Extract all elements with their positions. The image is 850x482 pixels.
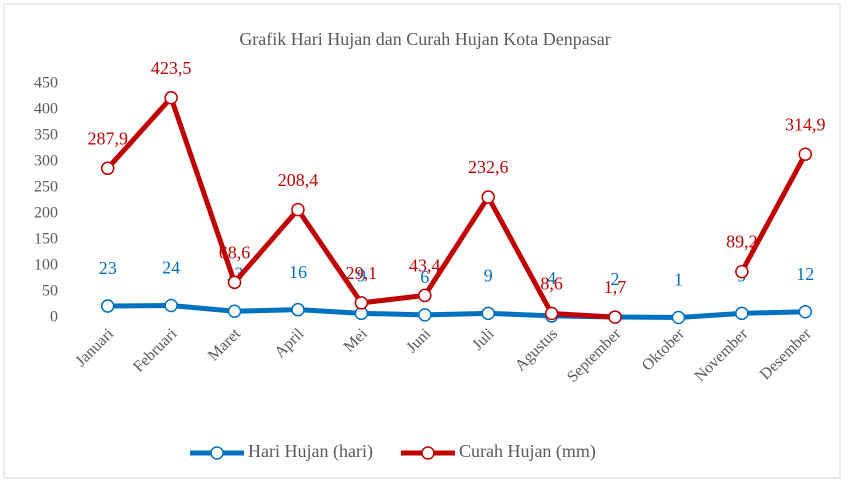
- data-label: 1: [674, 270, 683, 290]
- point-marker: [481, 190, 495, 204]
- point-marker: [798, 305, 813, 319]
- y-tick-label: 150: [34, 231, 58, 248]
- y-tick-label: 350: [34, 127, 58, 144]
- data-label: 287,9: [87, 128, 128, 148]
- y-tick-label: 0: [50, 309, 58, 326]
- y-tick-label: 250: [34, 179, 58, 196]
- data-label: 9: [484, 265, 493, 285]
- data-label: 16: [289, 262, 307, 282]
- y-tick-label: 50: [42, 283, 58, 300]
- legend-label: Curah Hujan (mm): [459, 441, 596, 462]
- data-label: 68,6: [219, 242, 251, 262]
- data-label: 9: [357, 265, 366, 285]
- point-marker: [164, 298, 178, 313]
- point-marker: [544, 306, 559, 321]
- point-marker: [354, 296, 369, 310]
- point-marker: [418, 308, 432, 322]
- point-marker: [735, 264, 749, 279]
- point-marker: [735, 306, 749, 321]
- point-marker: [100, 161, 115, 176]
- y-tick-label: 100: [34, 257, 58, 274]
- point-marker: [100, 299, 115, 313]
- y-tick-label: 400: [34, 101, 58, 118]
- data-label: 12: [796, 264, 814, 284]
- y-tick-label: 300: [34, 153, 58, 170]
- point-marker: [418, 288, 432, 303]
- point-marker: [227, 304, 242, 318]
- data-label: 89,2: [726, 232, 758, 252]
- data-label: 8,6: [540, 274, 563, 294]
- data-label: 23: [99, 258, 117, 278]
- point-marker: [671, 310, 686, 325]
- y-tick-label: 450: [34, 75, 58, 92]
- legend-marker: [210, 446, 224, 460]
- data-label: 1,7: [604, 277, 627, 297]
- data-label: 24: [162, 258, 180, 278]
- series-line: [107, 303, 806, 320]
- data-label: 232,6: [468, 157, 509, 177]
- data-label: 43,4: [409, 256, 441, 276]
- data-label: 423,5: [151, 58, 192, 78]
- point-marker: [798, 147, 813, 162]
- point-marker: [164, 91, 178, 105]
- chart-title: Grafik Hari Hujan dan Curah Hujan Kota D…: [239, 29, 610, 49]
- legend-marker: [421, 446, 435, 460]
- data-label: 314,9: [785, 114, 826, 134]
- data-label: 29,1: [346, 263, 378, 283]
- data-label: 208,4: [278, 170, 319, 190]
- point-marker: [227, 275, 242, 290]
- data-label: 6: [420, 267, 429, 287]
- data-label: 2: [611, 269, 620, 289]
- point-marker: [608, 310, 622, 324]
- legend-label: Hari Hujan (hari): [248, 441, 373, 462]
- chart-frame: [3, 3, 841, 479]
- point-marker: [291, 302, 305, 317]
- data-label: 4: [547, 268, 556, 288]
- point-marker: [481, 306, 495, 321]
- point-marker: [291, 202, 305, 217]
- y-tick-label: 200: [34, 205, 58, 222]
